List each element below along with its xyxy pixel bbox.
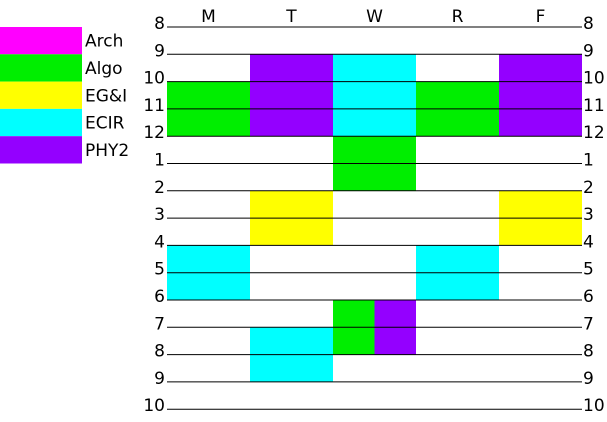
- legend-swatch-eg-i: [0, 81, 82, 109]
- legend-label-arch: Arch: [85, 32, 123, 52]
- hour-label-right: 12: [583, 123, 605, 143]
- hour-label-right: 10: [583, 396, 605, 416]
- legend-label-algo: Algo: [85, 59, 123, 79]
- hour-label-left: 10: [143, 396, 165, 416]
- hour-label-left: 11: [143, 96, 165, 116]
- hour-label-left: 9: [154, 369, 165, 389]
- legend-label-phy2: PHY2: [85, 141, 129, 161]
- legend-swatch-arch: [0, 27, 82, 55]
- hour-label-right: 3: [583, 205, 594, 225]
- hour-label-left: 8: [154, 14, 165, 34]
- hour-label-left: 3: [154, 205, 165, 225]
- hour-label-right: 9: [583, 369, 594, 389]
- day-label-w: W: [366, 7, 383, 27]
- hour-label-right: 5: [583, 260, 594, 280]
- legend-swatch-ecir: [0, 108, 82, 137]
- hour-label-right: 10: [583, 69, 605, 89]
- day-label-f: F: [536, 7, 546, 27]
- hour-label-right: 2: [583, 178, 594, 198]
- legend-label-eg-i: EG&I: [85, 86, 127, 106]
- hour-label-left: 9: [154, 41, 165, 61]
- class-block-phy2: [250, 54, 333, 82]
- hour-label-left: 10: [143, 69, 165, 89]
- hour-grid-lines: [167, 26, 582, 410]
- day-label-t: T: [285, 7, 297, 27]
- hour-label-left: 7: [154, 314, 165, 334]
- hour-label-right: 8: [583, 14, 594, 34]
- hour-label-right: 8: [583, 342, 594, 362]
- hour-label-left: 1: [154, 151, 165, 171]
- hour-label-left: 12: [143, 123, 165, 143]
- hour-label-right: 11: [583, 96, 605, 116]
- hour-label-left: 5: [154, 260, 165, 280]
- hour-label-left: 6: [154, 287, 165, 307]
- class-block-phy2: [499, 54, 582, 82]
- hour-label-left: 8: [154, 342, 165, 362]
- hour-label-right: 1: [583, 151, 594, 171]
- legend: Arch Algo EG&I ECIR PHY2: [0, 27, 129, 164]
- hour-label-right: 9: [583, 41, 594, 61]
- hour-label-right: 6: [583, 287, 594, 307]
- day-label-r: R: [452, 7, 464, 27]
- hour-label-left: 4: [154, 232, 165, 252]
- class-block-ecir: [333, 54, 416, 137]
- hour-label-left: 2: [154, 178, 165, 198]
- hour-label-right: 7: [583, 314, 594, 334]
- day-label-m: M: [201, 7, 216, 27]
- legend-swatch-phy2: [0, 136, 82, 164]
- hour-label-right: 4: [583, 232, 594, 252]
- legend-swatch-algo: [0, 54, 82, 82]
- legend-label-ecir: ECIR: [85, 114, 125, 134]
